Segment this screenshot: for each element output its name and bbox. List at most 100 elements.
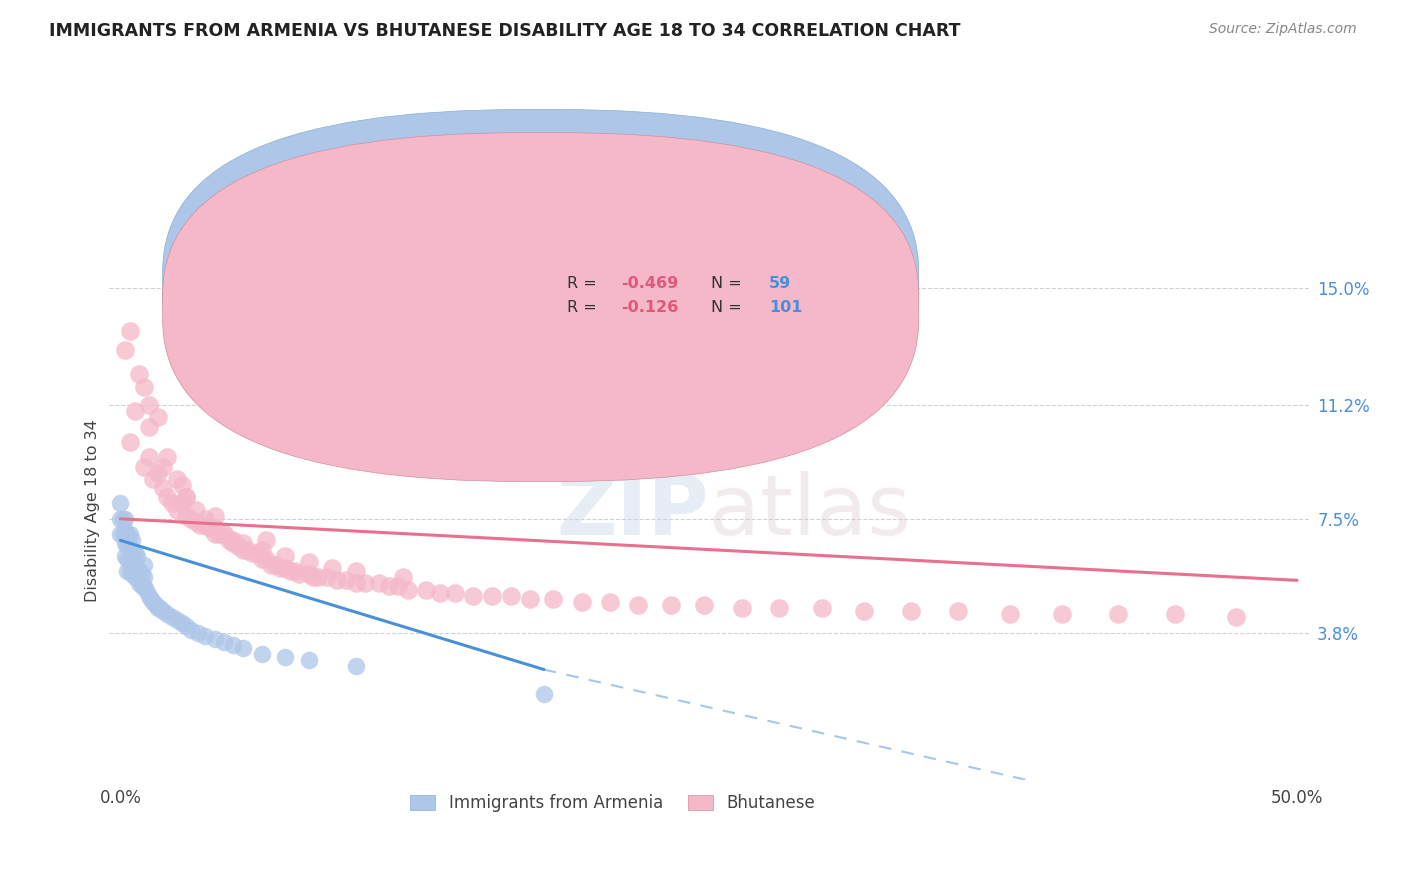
Point bbox=[226, 540, 249, 554]
Point bbox=[321, 561, 343, 575]
Point bbox=[264, 558, 287, 572]
Point bbox=[344, 564, 367, 578]
Point bbox=[132, 570, 155, 584]
Point bbox=[387, 580, 409, 594]
Point bbox=[125, 561, 148, 575]
Point bbox=[254, 533, 277, 548]
Point bbox=[180, 512, 202, 526]
Point bbox=[396, 582, 419, 597]
Point bbox=[1107, 607, 1129, 622]
Point bbox=[335, 574, 357, 588]
Point bbox=[543, 591, 565, 606]
Point bbox=[121, 546, 143, 560]
Point bbox=[212, 527, 235, 541]
Point bbox=[152, 459, 174, 474]
Point bbox=[135, 582, 157, 597]
Point bbox=[160, 610, 183, 624]
Text: 59: 59 bbox=[769, 277, 792, 292]
Point bbox=[298, 555, 321, 569]
Point bbox=[132, 558, 155, 572]
Point bbox=[194, 518, 217, 533]
Point bbox=[118, 527, 141, 541]
Point bbox=[139, 591, 162, 606]
Point bbox=[166, 613, 188, 627]
Point bbox=[184, 515, 207, 529]
Point bbox=[810, 601, 832, 615]
Text: -0.126: -0.126 bbox=[621, 300, 678, 315]
Point bbox=[132, 379, 155, 393]
Point bbox=[174, 619, 197, 633]
Point bbox=[269, 561, 291, 575]
Point bbox=[132, 580, 155, 594]
Point bbox=[152, 604, 174, 618]
FancyBboxPatch shape bbox=[163, 133, 918, 482]
Point bbox=[166, 472, 188, 486]
Point bbox=[121, 533, 143, 548]
Legend: Immigrants from Armenia, Bhutanese: Immigrants from Armenia, Bhutanese bbox=[411, 795, 815, 813]
Point bbox=[190, 518, 212, 533]
Point bbox=[222, 638, 245, 652]
Point bbox=[298, 653, 321, 667]
Text: -0.469: -0.469 bbox=[621, 277, 678, 292]
Point bbox=[998, 607, 1021, 622]
Point bbox=[853, 604, 876, 618]
Point bbox=[693, 598, 716, 612]
Point bbox=[443, 585, 465, 599]
Point bbox=[240, 546, 263, 560]
Point bbox=[246, 546, 269, 560]
Point bbox=[124, 570, 146, 584]
Point bbox=[429, 585, 451, 599]
Text: IMMIGRANTS FROM ARMENIA VS BHUTANESE DISABILITY AGE 18 TO 34 CORRELATION CHART: IMMIGRANTS FROM ARMENIA VS BHUTANESE DIS… bbox=[49, 22, 960, 40]
Point bbox=[128, 564, 150, 578]
Point bbox=[204, 508, 226, 523]
Point bbox=[111, 512, 134, 526]
Point bbox=[124, 546, 146, 560]
Point bbox=[124, 558, 146, 572]
Point bbox=[463, 589, 485, 603]
Point bbox=[1225, 610, 1247, 624]
Point bbox=[187, 625, 209, 640]
Point bbox=[316, 570, 339, 584]
Point bbox=[117, 540, 139, 554]
Point bbox=[278, 564, 301, 578]
Point bbox=[571, 595, 593, 609]
Point bbox=[156, 607, 179, 622]
Point bbox=[274, 561, 297, 575]
Point bbox=[250, 647, 273, 661]
Point bbox=[152, 481, 174, 495]
Point bbox=[250, 542, 273, 557]
Point bbox=[138, 589, 160, 603]
Text: N =: N = bbox=[711, 300, 747, 315]
Point bbox=[354, 576, 377, 591]
Point bbox=[117, 527, 139, 541]
Point bbox=[659, 598, 682, 612]
Point bbox=[146, 466, 169, 480]
Point bbox=[198, 521, 221, 535]
Text: R =: R = bbox=[567, 277, 602, 292]
Point bbox=[254, 551, 277, 566]
Point bbox=[731, 601, 754, 615]
Point bbox=[121, 558, 143, 572]
Point bbox=[481, 589, 503, 603]
Point bbox=[288, 567, 311, 582]
Point bbox=[194, 512, 217, 526]
FancyBboxPatch shape bbox=[163, 110, 918, 458]
Point bbox=[114, 524, 136, 538]
Text: atlas: atlas bbox=[709, 471, 911, 551]
Point bbox=[166, 502, 188, 516]
Point bbox=[222, 533, 245, 548]
Point bbox=[212, 635, 235, 649]
Point bbox=[114, 536, 136, 550]
Point bbox=[114, 549, 136, 563]
Point bbox=[946, 604, 969, 618]
Point bbox=[222, 536, 245, 550]
Point bbox=[156, 490, 179, 504]
Point bbox=[218, 533, 240, 548]
Text: N =: N = bbox=[711, 277, 747, 292]
Point bbox=[326, 574, 349, 588]
Point bbox=[174, 508, 197, 523]
Point bbox=[232, 542, 254, 557]
Point bbox=[118, 324, 141, 338]
Point bbox=[627, 598, 650, 612]
Point bbox=[344, 659, 367, 673]
